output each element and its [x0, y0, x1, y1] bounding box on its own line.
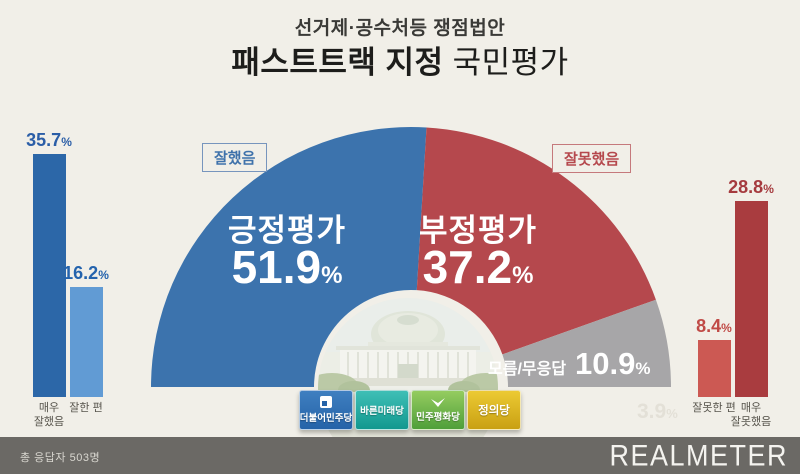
- respondents-note: 총 응답자 503명: [20, 452, 101, 464]
- chart-title: 패스트트랙 지정 국민평가: [0, 37, 800, 82]
- bar-label: 잘못한 편: [692, 402, 736, 414]
- bar-rect: [32, 154, 66, 397]
- bar-label: 잘한 편: [69, 402, 103, 414]
- chart-title-strong: 패스트트랙 지정: [231, 45, 444, 80]
- bar-value: 28.8%: [728, 177, 774, 198]
- dontknow-segment-label: 모름/무응답 10.9%: [488, 346, 651, 381]
- bar-value: 35.7%: [26, 130, 72, 151]
- footer-bar: 총 응답자 503명 REALMETER: [0, 437, 800, 474]
- party-badge-justice: 정의당: [467, 390, 521, 430]
- positive-segment-label: 긍정평가: [227, 213, 347, 248]
- chart-subtitle: 선거제·공수처등 쟁점법안: [294, 18, 506, 39]
- bar-label: 매우 잘했음: [33, 402, 65, 428]
- bar-label: 매우 잘못했음: [730, 402, 772, 428]
- positive-segment-value: 51.9%: [231, 241, 343, 293]
- realmeter-logo: REALMETER: [609, 439, 788, 473]
- positive-tag-box: 잘했음: [202, 143, 268, 172]
- party-badge-peace: 민주평화당: [411, 390, 465, 430]
- dome-segment-0: [151, 127, 427, 388]
- party-logos-row: 더불어민주당 바른미래당 민주평화당 정의당: [299, 390, 521, 430]
- bar-rect: [697, 339, 731, 397]
- negative-segment-value: 37.2%: [422, 241, 534, 293]
- negative-segment-label: 부정평가: [418, 213, 538, 248]
- dome-segment-1: [416, 127, 656, 355]
- bar-very-positive: 35.7% 매우 잘했음: [26, 130, 72, 430]
- bar-rect: [734, 201, 768, 397]
- peace-party-bird-icon: [431, 397, 445, 407]
- bar-value: 16.2%: [63, 262, 109, 283]
- bar-somewhat-negative: 8.4% 잘못한 편: [692, 315, 736, 430]
- chart-title-normal: 국민평가: [452, 45, 569, 80]
- party-badge-minjoo: 더불어민주당: [299, 390, 353, 430]
- bar-very-negative: 28.8% 매우 잘못했음: [728, 177, 774, 430]
- party-badge-bareun: 바른미래당: [355, 390, 409, 430]
- minjoo-party-icon: [320, 396, 332, 408]
- bar-rect: [69, 286, 103, 397]
- dome-segment-2: [502, 299, 671, 387]
- bar-value: 8.4%: [696, 315, 732, 336]
- ghost-value: 3.9%: [637, 400, 678, 423]
- bar-somewhat-positive: 16.2% 잘한 편: [63, 263, 109, 430]
- negative-tag-box: 잘못했음: [552, 144, 632, 173]
